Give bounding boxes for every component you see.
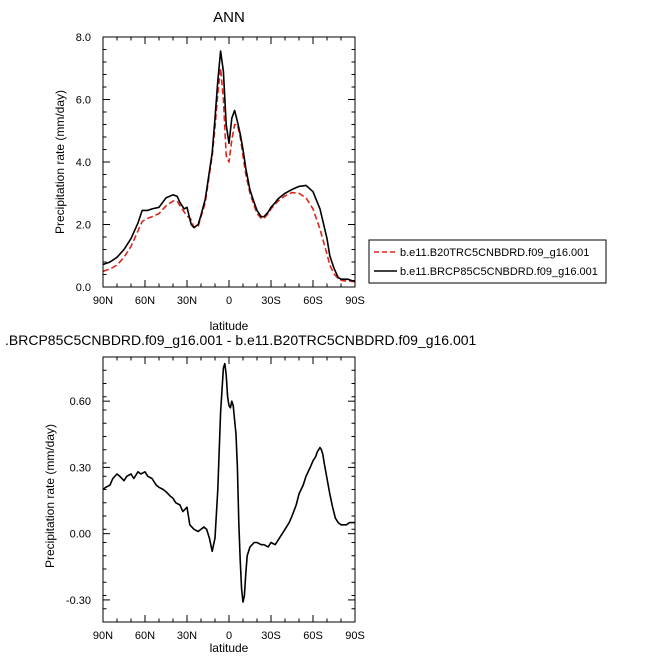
x-tick-label: 60N bbox=[135, 630, 155, 642]
legend-label-rcp85: b.e11.BRCP85C5CNBDRD.f09_g16.001 bbox=[400, 266, 598, 278]
y-tick-label: 0.30 bbox=[70, 462, 91, 474]
y-tick-label: 0.60 bbox=[70, 396, 91, 408]
panel-title-difference: .BRCP85C5CNBDRD.f09_g16.001 - b.e11.B20T… bbox=[5, 332, 477, 348]
annual-precip-plot-area: 90N 60N 30N 0 30S 60S 90S 0.0 2.0 4.0 6.0 8.0 bbox=[76, 32, 365, 307]
x-tick-label: 90N bbox=[93, 630, 113, 642]
series-line-0-1 bbox=[102, 50, 355, 282]
x-tick-label: 30S bbox=[261, 295, 281, 307]
difference-panel: .BRCP85C5CNBDRD.f09_g16.001 - b.e11.B20T… bbox=[5, 332, 477, 655]
panel-ylabel: Precipitation rate (mm/day) bbox=[53, 90, 67, 234]
x-tick-label: 30S bbox=[261, 630, 281, 642]
y-tick-label: 0.00 bbox=[70, 529, 91, 541]
y-tick-label: 8.0 bbox=[76, 32, 91, 44]
y-tick-label: 0.0 bbox=[76, 282, 91, 294]
panel-title-ann: ANN bbox=[213, 9, 245, 26]
legend: b.e11.B20TRC5CNBDRD.f09_g16.001 b.e11.BR… bbox=[368, 239, 607, 284]
plot-frame bbox=[102, 356, 356, 623]
y-tick-label: 4.0 bbox=[76, 157, 91, 169]
series-line-1-0 bbox=[102, 362, 355, 603]
annual-precip-panel: ANN 90N 60N 30N 0 30S 60S 90S 0.0 2.0 4.0 6.0 8.0 l… bbox=[53, 9, 365, 333]
x-tick-label: 60S bbox=[303, 295, 323, 307]
panel-xlabel: latitude bbox=[210, 319, 249, 333]
x-tick-label: 90S bbox=[345, 630, 365, 642]
panel-ylabel: Precipitation rate (mm/day) bbox=[43, 424, 57, 568]
x-tick-label: 90S bbox=[345, 295, 365, 307]
x-tick-label: 90N bbox=[93, 295, 113, 307]
x-tick-label: 0 bbox=[226, 295, 232, 307]
panel-xlabel: latitude bbox=[210, 641, 249, 655]
y-tick-label: 2.0 bbox=[76, 220, 91, 232]
legend-label-historical: b.e11.B20TRC5CNBDRD.f09_g16.001 bbox=[400, 247, 589, 259]
y-tick-label: 6.0 bbox=[76, 95, 91, 107]
series-line-0-0 bbox=[102, 67, 356, 283]
x-tick-label: 30N bbox=[177, 295, 197, 307]
x-tick-label: 60S bbox=[303, 630, 323, 642]
x-tick-label: 0 bbox=[226, 630, 232, 642]
y-tick-label: -0.30 bbox=[66, 595, 91, 607]
x-tick-label: 30N bbox=[177, 630, 197, 642]
x-tick-label: 60N bbox=[135, 295, 155, 307]
difference-plot-area: 90N 60N 30N 0 30S 60S 90S -0.30 0.00 0.30 0.60 bbox=[66, 356, 365, 642]
legend-box bbox=[368, 239, 607, 284]
